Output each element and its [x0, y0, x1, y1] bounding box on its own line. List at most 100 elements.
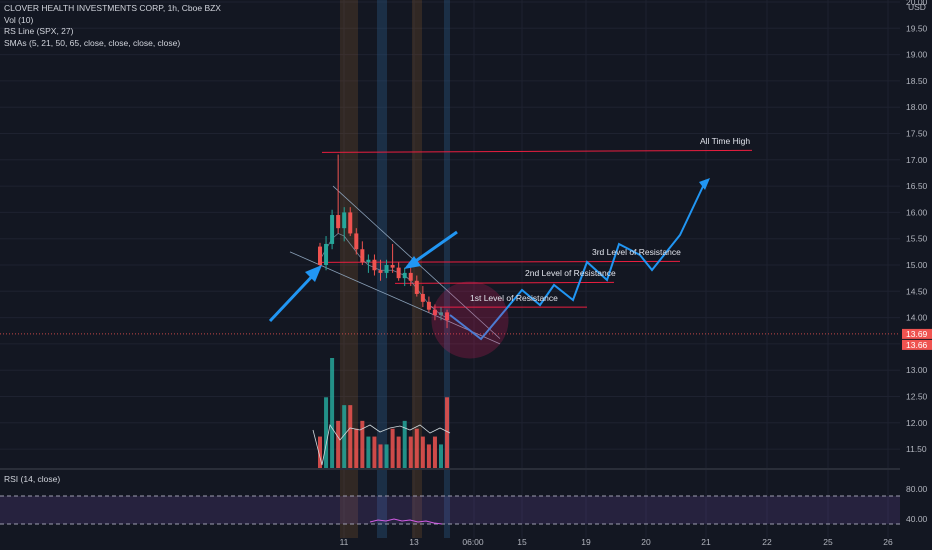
time-tick: 11	[340, 537, 349, 547]
candle-body	[348, 212, 353, 234]
price-tick: 20.00	[906, 0, 928, 7]
price-tick: 17.00	[906, 155, 928, 165]
volume-bar	[384, 444, 389, 468]
candle-body	[408, 272, 413, 281]
rsi-band	[0, 496, 900, 524]
candle-body	[426, 301, 431, 310]
candle-body	[360, 249, 365, 263]
time-tick: 25	[823, 537, 833, 547]
candle-body	[432, 309, 437, 315]
volume-bar	[426, 444, 431, 468]
session-band	[377, 0, 387, 538]
resistance-1-label: 1st Level of Resistance	[470, 293, 558, 303]
chart-legend: CLOVER HEALTH INVESTMENTS CORP, 1h, Cboe…	[4, 3, 221, 49]
price-tick: 14.00	[906, 313, 928, 323]
channel-lower-line	[289, 251, 501, 345]
arrow-head-1	[305, 265, 322, 282]
volume-bar	[366, 436, 371, 468]
candle-body	[402, 272, 407, 279]
session-band	[340, 0, 358, 538]
candle-body	[318, 246, 322, 265]
time-tick: 06:00	[462, 537, 484, 547]
volume-bar	[330, 358, 335, 468]
all-time-high-line	[321, 149, 753, 153]
price-badge-2-text: 13.66	[906, 340, 928, 350]
session-band	[412, 0, 422, 538]
resistance-line-3	[317, 260, 681, 263]
candle-body	[372, 259, 377, 271]
rsi-tick: 40.00	[906, 514, 928, 524]
volume-bar	[378, 444, 383, 468]
projection-path	[449, 179, 707, 341]
candle-body	[336, 215, 341, 229]
volume-bar	[354, 428, 359, 468]
current-price-badge	[902, 328, 932, 339]
resistance-3-label: 3rd Level of Resistance	[592, 247, 681, 257]
time-tick: 19	[581, 537, 591, 547]
price-tick: 16.00	[906, 207, 928, 217]
arrow-head-2	[404, 256, 421, 269]
price-tick: 15.00	[906, 260, 928, 270]
price-tick: 18.50	[906, 76, 928, 86]
volume-bar	[348, 405, 353, 468]
volume-bar	[432, 436, 437, 468]
time-tick: 15	[517, 537, 527, 547]
price-tick: 14.50	[906, 286, 928, 296]
time-tick: 21	[701, 537, 711, 547]
price-badge-2	[902, 339, 932, 350]
volume-bar	[360, 420, 365, 468]
candle-body	[439, 312, 443, 315]
candle-body	[378, 270, 383, 273]
volume-bar	[318, 436, 322, 468]
target-zone-circle	[431, 281, 509, 359]
symbol-title: CLOVER HEALTH INVESTMENTS CORP, 1h, Cboe…	[4, 3, 221, 13]
current-price-text: 13.69	[906, 329, 928, 339]
volume-bar	[402, 420, 407, 468]
sma-line	[319, 232, 448, 318]
time-tick: 13	[409, 537, 419, 547]
time-tick: 20	[641, 537, 651, 547]
candle-body	[390, 265, 395, 268]
volume-bar	[336, 420, 341, 468]
price-tick: 12.50	[906, 392, 928, 402]
volume-bar	[342, 405, 347, 468]
price-tick: 12.00	[906, 418, 928, 428]
candle-body	[342, 212, 347, 229]
price-tick: 17.50	[906, 129, 928, 139]
rsi-line	[369, 518, 443, 525]
price-tick: 13.00	[906, 365, 928, 375]
volume-bar	[445, 397, 450, 468]
candle-body	[396, 267, 401, 279]
candle-body	[384, 265, 389, 273]
rsi-indicator-label: RSI (14, close)	[4, 474, 61, 484]
price-tick: 19.50	[906, 23, 928, 33]
sma-indicator-label: SMAs (5, 21, 50, 65, close, close, close…	[4, 37, 181, 48]
arrow-shaft-1	[268, 268, 320, 323]
ath-label: All Time High	[700, 136, 750, 146]
candle-body	[445, 312, 450, 321]
price-tick: 18.00	[906, 102, 928, 112]
volume-bar	[324, 397, 329, 468]
candle-body	[354, 233, 359, 250]
resistance-line-2	[394, 281, 615, 284]
price-tick: 19.00	[906, 50, 928, 60]
volume-bar	[414, 428, 419, 468]
arrow-shaft-2	[409, 230, 458, 267]
rs-line	[312, 423, 451, 466]
time-tick: 26	[883, 537, 893, 547]
volume-bar	[408, 436, 413, 468]
candle-body	[324, 243, 329, 265]
rs-line-indicator-label: RS Line (SPX, 27)	[4, 26, 74, 37]
price-tick: 15.50	[906, 234, 928, 244]
price-axis-bg	[900, 0, 932, 550]
price-tick: 16.50	[906, 181, 928, 191]
volume-bar	[420, 436, 425, 468]
volume-bar	[396, 436, 401, 468]
candle-body	[414, 280, 419, 294]
currency-label: USD	[908, 2, 926, 12]
volume-bar	[372, 436, 377, 468]
volume-bar	[439, 444, 443, 468]
resistance-2-label: 2nd Level of Resistance	[525, 268, 616, 278]
rsi-tick: 80.00	[906, 484, 928, 494]
